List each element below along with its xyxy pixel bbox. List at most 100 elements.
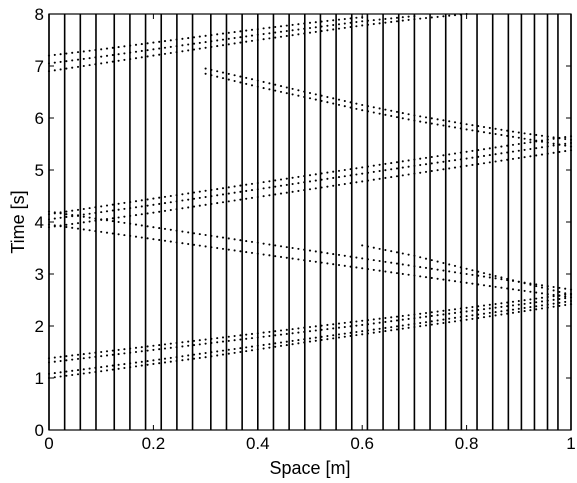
data-point [198,339,201,342]
data-point [239,81,242,84]
data-point [233,339,236,342]
data-point [105,369,109,372]
data-point [187,192,190,195]
data-point [274,342,277,345]
data-point [152,238,155,241]
data-point [552,305,555,308]
data-point [158,53,161,56]
data-point [384,21,387,24]
data-point [372,178,375,181]
data-point [187,37,190,40]
data-point [111,368,114,371]
data-point [297,175,300,178]
data-point [407,165,410,168]
data-point [210,74,213,77]
data-point [187,340,190,343]
data-point [413,313,416,316]
data-point [117,202,120,205]
data-point [100,62,103,65]
data-point [506,312,509,315]
data-point [129,214,132,217]
data-point [546,306,549,309]
data-point [227,192,230,195]
data-point [511,135,515,138]
data-point [413,158,416,161]
data-point [53,217,56,220]
data-point [355,320,358,323]
data-point [88,64,91,67]
data-point [477,283,480,286]
data-point [529,298,532,301]
data-point [274,83,277,86]
data-point [100,355,103,358]
data-point [187,206,190,209]
data-point [552,142,555,145]
data-point [349,325,352,328]
data-point [239,30,242,33]
data-point [88,367,91,370]
data-point [65,60,68,63]
data-point [349,26,352,29]
data-point [465,128,468,131]
data-point [94,230,97,233]
data-point [146,345,149,348]
data-point [378,163,381,166]
data-point [175,208,178,211]
data-point [343,332,346,335]
data-point [169,194,172,198]
data-point [82,50,85,53]
data-point [59,371,62,374]
data-point [175,356,178,359]
data-point [366,105,370,108]
data-point [268,82,271,85]
data-point [239,184,242,187]
data-point [187,198,190,201]
data-point [274,36,277,39]
data-point [192,48,196,51]
data-point [279,35,283,38]
data-point [477,270,480,273]
data-point [181,345,184,348]
data-point [111,353,114,356]
data-point [517,280,520,283]
data-point [245,29,248,32]
data-point [407,314,410,317]
data-point [181,193,184,196]
data-point [337,253,341,256]
data-point [250,34,254,37]
data-point [285,344,288,347]
data-point [540,300,544,303]
data-point [129,207,132,210]
data-point [227,200,230,203]
data-point [511,308,515,311]
data-point [332,97,335,100]
data-point [372,318,375,321]
data-point [129,351,132,354]
data-point [384,169,387,172]
data-point [477,130,480,133]
data-point [459,158,462,161]
data-point [65,215,68,219]
data-point [146,212,149,215]
data-point [546,287,549,291]
data-point [100,370,103,373]
data-point [523,156,526,159]
data-point [378,321,381,324]
data-point [355,256,358,259]
data-point [401,117,404,120]
data-point [343,17,346,21]
data-point [332,263,335,266]
data-point [117,216,120,219]
data-point [239,190,242,193]
data-point [308,174,312,177]
data-point [535,283,538,286]
data-point [390,316,393,319]
data-point [314,173,317,176]
data-point [216,235,219,238]
data-point [378,330,381,333]
data-point [204,34,207,37]
data-point [337,326,341,329]
data-point [210,355,213,358]
data-point [163,46,167,49]
data-point [471,309,474,312]
